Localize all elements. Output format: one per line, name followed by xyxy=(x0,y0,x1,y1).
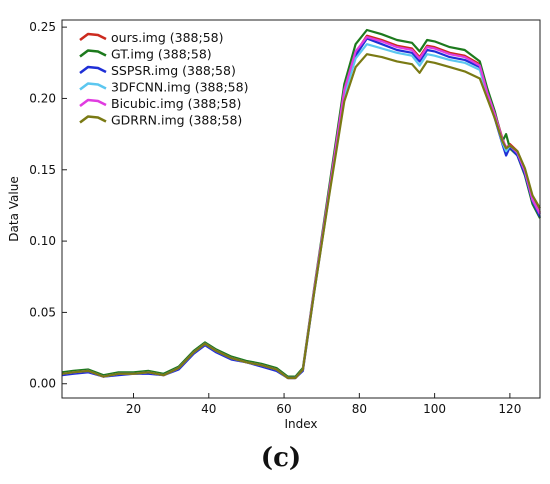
legend-label-3dfcnn: 3DFCNN.img (388;58) xyxy=(111,80,248,95)
x-tick-label: 80 xyxy=(352,402,367,416)
figure-caption: (c) xyxy=(261,443,301,473)
y-tick-label: 0.25 xyxy=(29,20,56,34)
x-axis-label: Index xyxy=(284,417,317,431)
x-tick-label: 120 xyxy=(498,402,521,416)
series-layer xyxy=(61,28,541,380)
x-tick-label: 20 xyxy=(126,402,141,416)
legend: ours.img (388;58) GT.img (388;58)SSPSR.im… xyxy=(79,30,248,128)
legend-swatch-ours xyxy=(79,32,107,42)
legend-label-sspsr: SSPSR.img (388;58) xyxy=(111,63,236,78)
legend-swatch-bicubic xyxy=(79,98,107,108)
legend-swatch-gt xyxy=(79,49,107,58)
y-tick-label: 0.00 xyxy=(29,377,56,391)
y-tick-label: 0.20 xyxy=(29,91,56,105)
x-tick-label: 100 xyxy=(423,402,446,416)
legend-label-bicubic: Bicubic.img (388;58) xyxy=(111,96,241,111)
x-axis-ticks: 20 40 60 80 100 120 xyxy=(126,393,521,416)
y-tick-label: 0.05 xyxy=(29,305,56,319)
legend-label-ours: ours.img (388;58) xyxy=(111,30,223,45)
legend-swatch-gdrrn xyxy=(79,115,107,124)
y-tick-label: 0.10 xyxy=(29,234,56,248)
legend-label-gt: GT.img (388;58) xyxy=(111,47,212,62)
legend-swatch-3dfcnn xyxy=(79,82,107,91)
y-axis-ticks: 0.00 0.05 0.10 0.15 0.20 0.25 xyxy=(29,20,67,391)
y-axis-label: Data Value xyxy=(7,176,21,241)
plot-frame xyxy=(61,19,541,399)
series-line-gdrrn xyxy=(61,53,541,380)
x-tick-label: 60 xyxy=(276,402,291,416)
legend-swatch-sspsr xyxy=(79,65,107,75)
y-tick-label: 0.15 xyxy=(29,163,56,177)
x-tick-label: 40 xyxy=(201,402,216,416)
legend-label-gdrrn: GDRRN.img (388;58) xyxy=(111,113,242,128)
